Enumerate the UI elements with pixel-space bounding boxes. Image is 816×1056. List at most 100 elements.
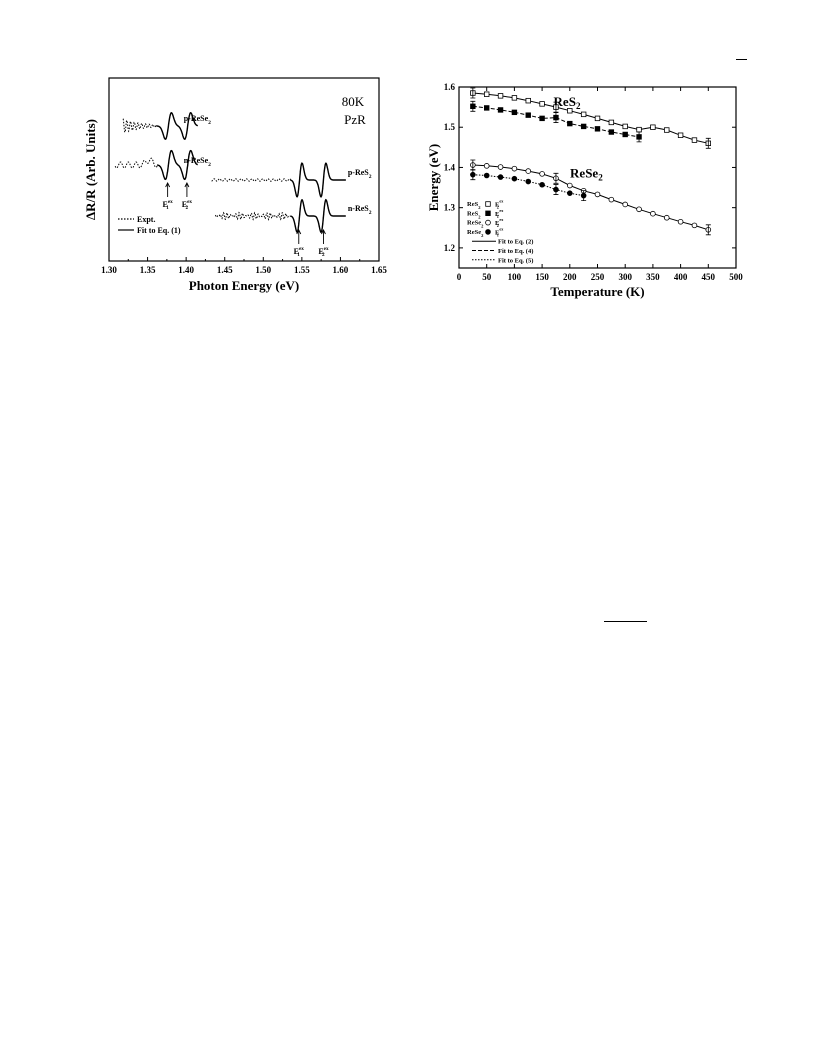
- legend-marker: [485, 201, 491, 207]
- legend-material: ReS2: [467, 210, 481, 219]
- data-point: [650, 210, 656, 217]
- y-axis-title: ΔR/R (Arb. Units): [83, 119, 98, 220]
- arrow-head: [296, 228, 302, 235]
- error-bar: [553, 101, 559, 113]
- data-point: [497, 174, 504, 180]
- error-bar: [470, 87, 476, 99]
- data-point: [677, 132, 684, 138]
- page-corner-rule: [736, 59, 747, 61]
- data-point: [580, 111, 587, 118]
- legend-label: Fit to Eq. (2): [498, 239, 533, 246]
- fit-trace: [290, 198, 346, 234]
- data-point: [483, 172, 490, 179]
- error-bar: [705, 137, 711, 149]
- method-annotation: PzR: [344, 112, 366, 127]
- error-bar: [470, 169, 476, 181]
- data-point: [677, 218, 684, 225]
- temperature-energy-chart: 0 50 100 150 200 250 300 350 400 450 500 1.2 1.3 1.4 1…: [426, 82, 743, 299]
- data-point: [663, 214, 670, 221]
- y-tick-label: 1.6: [444, 82, 456, 92]
- data-point: [483, 91, 490, 97]
- data-point: [594, 115, 601, 122]
- data-point: [566, 190, 573, 196]
- data-point: [622, 201, 628, 208]
- legend-marker: [485, 229, 491, 235]
- data-point: [636, 126, 642, 133]
- x-tick-label: 300: [618, 272, 632, 282]
- legend-label: Fit to Eq. (1): [137, 226, 181, 235]
- data-point: [539, 181, 545, 188]
- x-tick-label: 1.30: [101, 265, 117, 275]
- data-point: [608, 119, 615, 126]
- x-tick-label: 150: [535, 272, 549, 282]
- fit-curve: [472, 174, 584, 197]
- data-point: [594, 126, 601, 132]
- y-axis-title: Energy (eV): [426, 144, 441, 212]
- data-point: [497, 93, 504, 99]
- data-point: [636, 206, 642, 213]
- y-tick-label: 1.3: [444, 203, 456, 213]
- x-tick-label: 250: [591, 272, 605, 282]
- arrow-head: [184, 181, 190, 188]
- y-tick-label: 1.2: [444, 243, 456, 253]
- arrow-head: [321, 228, 326, 235]
- data-point: [525, 112, 531, 118]
- x-tick-label: 50: [482, 272, 492, 282]
- legend-marker: [485, 219, 491, 226]
- transition-label: Eex 1: [163, 199, 174, 211]
- x-tick-label: 1.40: [178, 265, 194, 275]
- group-label-res2: ReS2: [554, 94, 581, 111]
- x-tick-label: 200: [563, 272, 577, 282]
- error-bar: [581, 190, 587, 201]
- legend-label: Expt.: [137, 215, 155, 224]
- error-bar: [553, 172, 559, 184]
- transition-label: Eex 2: [182, 199, 193, 211]
- transition-label: Eex 1: [294, 246, 305, 258]
- x-tick-label: 1.50: [255, 265, 271, 275]
- fit-trace: [156, 112, 198, 140]
- transition-label: Eex 2: [318, 246, 329, 258]
- data-point: [511, 175, 518, 182]
- data-point: [539, 171, 545, 177]
- data-point: [650, 124, 656, 130]
- data-point: [511, 109, 518, 116]
- data-point: [664, 127, 670, 133]
- data-point: [594, 191, 601, 198]
- x-axis-title: Photon Energy (eV): [189, 278, 300, 293]
- x-tick-label: 1.60: [333, 265, 349, 275]
- page-mid-rule: [604, 621, 647, 623]
- error-bar: [636, 131, 642, 143]
- x-tick-label: 1.55: [294, 265, 310, 275]
- data-point: [525, 97, 531, 104]
- x-tick-label: 500: [729, 272, 743, 282]
- data-point: [483, 105, 490, 111]
- data-point: [511, 95, 518, 101]
- x-tick-label: 1.35: [140, 265, 156, 275]
- legend-label: Fit to Eq. (4): [498, 248, 533, 255]
- x-tick-label: 1.65: [371, 265, 387, 275]
- legend-material: ReSe2: [467, 220, 484, 229]
- data-point: [497, 107, 504, 113]
- y-tick-label: 1.5: [444, 122, 456, 132]
- x-tick-label: 450: [702, 272, 716, 282]
- fit-trace: [290, 162, 346, 198]
- error-bar: [470, 100, 476, 112]
- y-tick-label: 1.4: [444, 162, 456, 172]
- data-point: [511, 165, 518, 172]
- x-tick-label: 0: [457, 272, 462, 282]
- data-point: [525, 168, 532, 174]
- legend-label: Fit to Eq. (5): [498, 257, 533, 264]
- x-tick-label: 1.45: [217, 265, 233, 275]
- fit-curve: [472, 92, 709, 144]
- legend-material: ReS2: [467, 201, 481, 210]
- error-bar: [705, 224, 711, 236]
- legend-marker: [485, 210, 491, 216]
- data-point: [622, 131, 628, 138]
- data-point: [566, 182, 573, 189]
- error-bar: [553, 184, 559, 195]
- data-point: [691, 222, 698, 229]
- fit-trace: [157, 149, 198, 181]
- legend-material: ReSe2: [467, 229, 484, 238]
- data-point: [539, 115, 545, 122]
- data-point: [497, 164, 504, 170]
